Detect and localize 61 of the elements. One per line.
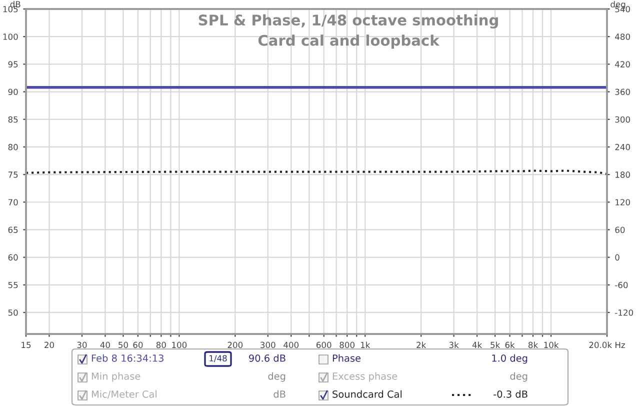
text: Excess phase [332, 372, 398, 382]
y-tick-label: 100 [3, 34, 18, 40]
y-tick-label: 90 [8, 88, 18, 96]
y2-tick-label: 120 [616, 199, 630, 206]
y-tick-label: 75 [8, 172, 18, 178]
text: 1.0 deg [492, 354, 528, 364]
chart-title: SPL & Phase, 1/48 octave smoothing [198, 14, 498, 28]
text: Mic/Meter Cal [92, 390, 156, 399]
y-tick-label: 65 [8, 226, 18, 233]
y2-tick-label: 240 [615, 144, 630, 150]
text: Card cal and loopback [258, 34, 440, 49]
text: Min phase [92, 372, 140, 382]
y2-tick-label: 180 [616, 172, 630, 178]
y2-tick-label: 60 [615, 226, 625, 233]
x-tick-label: 100 [172, 342, 187, 348]
x-tick-label: 80 [156, 342, 166, 348]
x-tick-label: 30 [77, 342, 87, 348]
x-tick-label: 600 [316, 342, 332, 348]
y2-tick-label: 0 [615, 254, 620, 261]
y2-tick-label: -120 [615, 309, 633, 316]
y-tick-label: 50 [8, 309, 18, 316]
text: Phase [332, 354, 361, 362]
y-tick-label: 95 [8, 61, 18, 68]
y-tick-label: 80 [8, 144, 18, 150]
x-tick-label: 6k [505, 342, 515, 348]
x-tick-label: 200 [228, 342, 243, 348]
y-axis-title: dB [10, 1, 20, 8]
x-tick-label: 50 [118, 342, 128, 348]
text: dB [274, 390, 286, 398]
text: 1/48 [210, 355, 227, 362]
x-tick-label: 20 [44, 342, 54, 348]
y2-tick-label: 480 [615, 34, 630, 40]
y2-tick-label: -60 [615, 282, 628, 288]
text: deg [268, 372, 286, 382]
x-tick-label: 40 [100, 342, 110, 348]
x-tick-label: 10k [544, 342, 559, 348]
y-tick-label: 60 [8, 254, 18, 261]
x-tick-label: 4k [472, 342, 482, 348]
y2-tick-label: 360 [615, 88, 630, 96]
y-tick-label: 85 [8, 116, 18, 123]
text: Soundcard Cal [332, 390, 402, 398]
y2-tick-label: 420 [615, 61, 630, 68]
y-tick-label: 70 [8, 199, 18, 206]
x-tick-label: 2k [416, 342, 426, 348]
y2-tick-label: 300 [615, 116, 630, 123]
x-tick-label: 20.0k Hz [589, 342, 625, 348]
text: 90.6 dB [249, 354, 286, 362]
text: -0.3 dB [494, 390, 528, 398]
x-tick-label: 8k [528, 342, 538, 348]
text: deg [510, 372, 528, 382]
x-tick-label: 300 [260, 342, 276, 348]
x-tick-label: 1k [360, 342, 370, 348]
x-tick-label: 60 [133, 342, 143, 348]
x-tick-label: 400 [284, 342, 299, 348]
x-tick-label: 15 [22, 342, 31, 348]
x-tick-label: 800 [340, 342, 354, 348]
text: Feb 8 16:34:13 [92, 354, 164, 362]
x-tick-label: 3k [449, 342, 459, 348]
x-tick-label: 5k [490, 342, 500, 348]
y-tick-label: 105 [3, 6, 18, 12]
y-tick-label: 55 [8, 282, 18, 288]
